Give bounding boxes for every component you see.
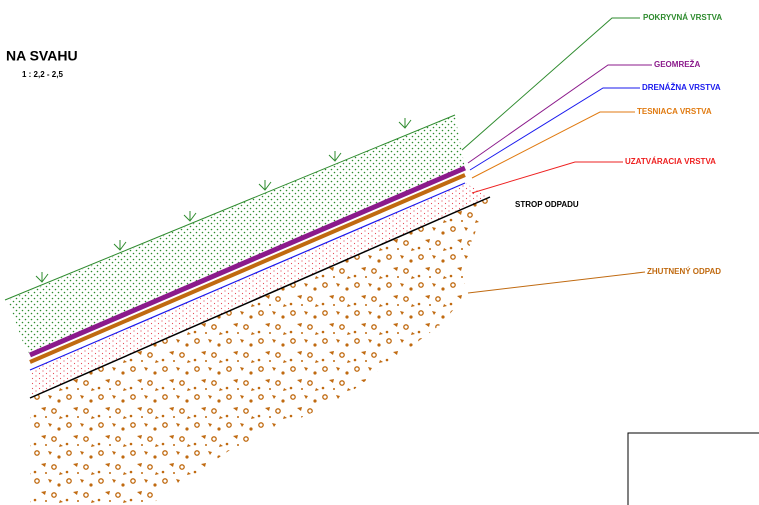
leader xyxy=(471,161,623,194)
geogrid-line xyxy=(29,165,466,358)
label: TESNIACA VRSTVA xyxy=(637,107,712,116)
cover-fill xyxy=(8,115,465,355)
grass-symbols xyxy=(35,118,412,283)
frame xyxy=(627,432,759,505)
surface-line xyxy=(4,114,456,301)
scale: 1 : 2,2 - 2,5 xyxy=(22,70,63,79)
label: POKRYVNÁ VRSTVA xyxy=(643,13,722,22)
leader xyxy=(461,17,640,151)
label: STROP ODPADU xyxy=(515,200,579,209)
leader xyxy=(471,111,635,179)
leader xyxy=(467,64,652,164)
label: GEOMREŽA xyxy=(654,60,700,69)
label: ZHUTNENÝ ODPAD xyxy=(647,267,721,276)
sealing-line xyxy=(29,173,466,364)
closing-fill xyxy=(30,183,490,398)
title: NA SVAHU xyxy=(6,48,78,64)
waste-top-line xyxy=(29,196,491,399)
drainage-line xyxy=(29,182,466,371)
leader xyxy=(469,87,640,171)
label: DRENÁŽNA VRSTVA xyxy=(642,83,721,92)
label: UZATVÁRACIA VRSTVA xyxy=(625,157,716,166)
leader xyxy=(467,271,646,294)
waste-fill xyxy=(30,197,490,505)
